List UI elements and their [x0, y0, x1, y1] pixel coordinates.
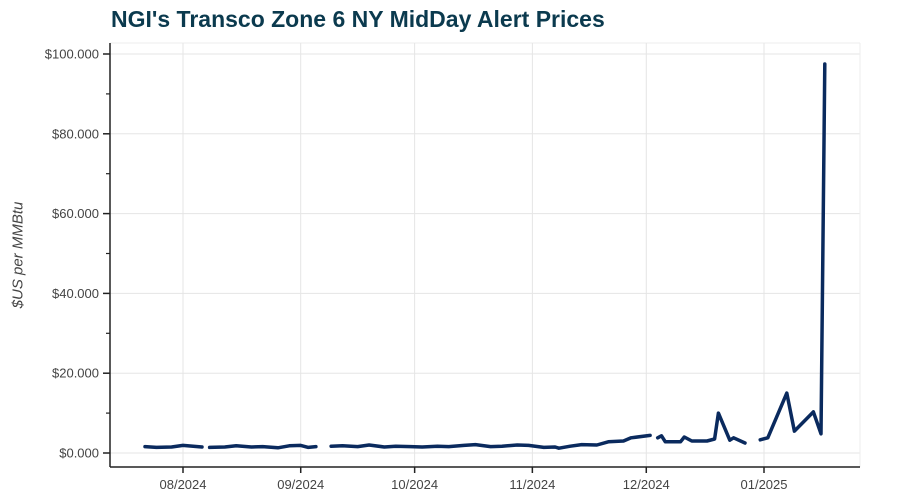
x-tick-label: 11/2024 [509, 477, 555, 492]
price-line-segment [758, 62, 827, 442]
x-tick-label: 10/2024 [391, 477, 438, 492]
x-tick-label: 12/2024 [623, 477, 670, 492]
price-line-segment [655, 411, 747, 445]
price-line-segment [143, 443, 204, 450]
price-line-segment [329, 433, 652, 450]
y-tick-label: $20.000 [52, 366, 99, 381]
y-tick-label: $80.000 [52, 126, 99, 141]
x-tick-label: 01/2025 [741, 477, 788, 492]
chart-title: NGI's Transco Zone 6 NY MidDay Alert Pri… [111, 6, 605, 32]
y-tick-label: $60.000 [52, 206, 99, 221]
y-tick-label: $100.000 [45, 47, 99, 62]
y-tick-label: $0.000 [59, 446, 99, 461]
y-tick-label: $40.000 [52, 286, 99, 301]
price-line-segment [207, 443, 318, 450]
x-tick-label: 09/2024 [277, 477, 324, 492]
x-tick-label: 08/2024 [160, 477, 207, 492]
